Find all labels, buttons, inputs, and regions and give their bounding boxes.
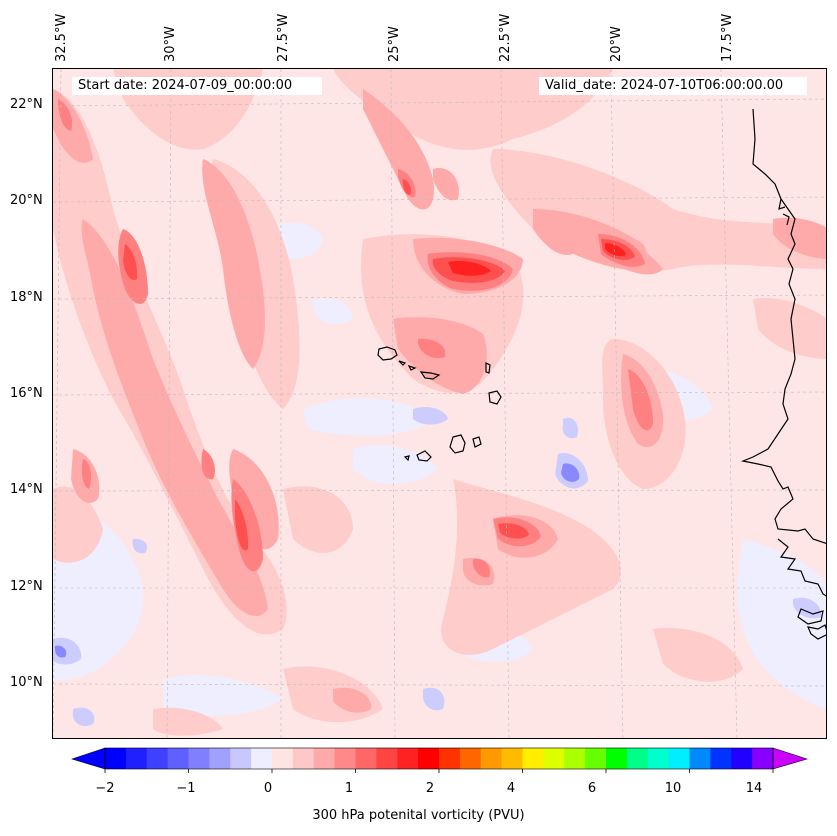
lat-label-20n: 20°N xyxy=(10,193,43,208)
colorbar-frame xyxy=(104,747,774,770)
cbar-tick-label: 6 xyxy=(587,781,597,796)
colorbar-segment xyxy=(418,748,440,769)
lon-label-17-5w: 17.5°W xyxy=(720,13,735,62)
colorbar-segment xyxy=(606,748,628,769)
colorbar-segment xyxy=(543,748,565,769)
colorbar-segment xyxy=(334,748,357,769)
pv-deep-red xyxy=(448,243,626,276)
cbar-tick-label: 4 xyxy=(506,781,516,796)
colorbar-segment xyxy=(752,748,774,769)
colorbar-segment xyxy=(668,748,691,769)
colorbar-segment xyxy=(230,748,252,769)
colorbar-segment xyxy=(459,748,482,769)
colorbar-segment xyxy=(731,748,753,769)
colorbar-segment xyxy=(188,748,210,769)
colorbar-segment xyxy=(272,748,294,769)
low-pv-core xyxy=(55,463,580,658)
colorbar-segment xyxy=(480,748,503,769)
cbar-tick-label: −1 xyxy=(176,781,196,796)
cbar-tick-label: 10 xyxy=(664,781,682,796)
lat-label-12n: 12°N xyxy=(10,579,43,594)
colorbar-segment xyxy=(376,748,398,769)
lat-label-10n: 10°N xyxy=(10,675,43,690)
cbar-tick-label: 1 xyxy=(344,781,354,796)
colorbar-segment xyxy=(397,748,419,769)
cbar-tick-label: 14 xyxy=(745,781,763,796)
colorbar-title: 300 hPa potenital vorticity (PVU) xyxy=(312,808,525,823)
colorbar-segment xyxy=(292,748,315,769)
colorbar-segment xyxy=(689,748,711,769)
lon-label-27-5w: 27.5°W xyxy=(276,13,291,62)
colorbar-segment xyxy=(146,748,169,769)
cape-verde-islands xyxy=(377,346,502,462)
coastline xyxy=(740,108,826,640)
lon-label-20w: 20°W xyxy=(609,26,624,62)
lat-label-22n: 22°N xyxy=(10,97,43,112)
graticule xyxy=(53,69,826,738)
colorbar-segment xyxy=(251,748,273,769)
colorbar-segments xyxy=(105,748,774,769)
cbar-tick-label: 2 xyxy=(425,781,435,796)
lon-label-30w: 30°W xyxy=(163,26,178,62)
lon-label-25w: 25°W xyxy=(387,26,402,62)
valid-date-label: Valid_date: 2024-07-10T06:00:00.00 xyxy=(539,77,807,95)
colorbar-segment xyxy=(626,748,649,769)
colorbar-segment xyxy=(209,748,231,769)
pv-field-map xyxy=(53,69,826,738)
colorbar-segment xyxy=(501,748,524,769)
colorbar-ticks xyxy=(104,769,774,773)
lat-label-18n: 18°N xyxy=(10,290,43,305)
lon-label-32-5w: 32.5°W xyxy=(54,13,69,62)
lon-label-22-5w: 22.5°W xyxy=(498,13,513,62)
colorbar-segment xyxy=(439,748,461,769)
colorbar-segment xyxy=(125,748,148,769)
cbar-tick-label: −2 xyxy=(95,781,115,796)
colorbar-segment xyxy=(522,748,544,769)
colorbar-segment xyxy=(647,748,670,769)
lat-label-16n: 16°N xyxy=(10,386,43,401)
colorbar-segment xyxy=(710,748,732,769)
start-date-label: Start date: 2024-07-09_00:00:00 xyxy=(72,77,322,95)
colorbar-extend-max xyxy=(772,747,809,770)
map-panel xyxy=(52,68,827,739)
colorbar-extend-min xyxy=(71,747,106,770)
colorbar-segment xyxy=(167,748,190,769)
cbar-tick-label: 0 xyxy=(263,781,273,796)
lat-label-14n: 14°N xyxy=(10,482,43,497)
colorbar-segment xyxy=(564,748,586,769)
colorbar-segment xyxy=(313,748,336,769)
colorbar-segment xyxy=(105,748,127,769)
colorbar-segment xyxy=(355,748,377,769)
colorbar-segment xyxy=(585,748,607,769)
